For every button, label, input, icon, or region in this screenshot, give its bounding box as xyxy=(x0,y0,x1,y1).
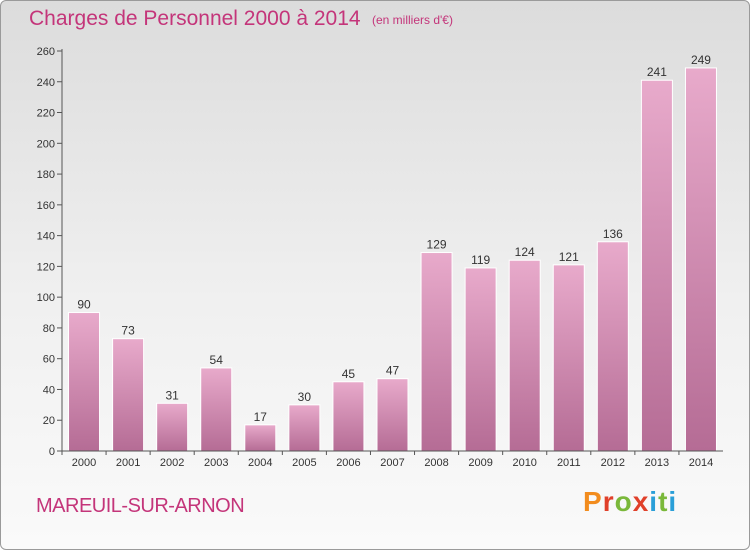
data-label: 47 xyxy=(386,364,400,378)
data-label: 241 xyxy=(647,65,667,79)
commune-name: MAREUIL-SUR-ARNON xyxy=(36,495,245,517)
data-label: 45 xyxy=(342,367,356,381)
data-label: 124 xyxy=(515,245,535,259)
x-tick-label: 2006 xyxy=(336,457,360,469)
x-tick-label: 2007 xyxy=(380,457,404,469)
y-tick-label: 200 xyxy=(37,138,55,150)
x-tick-label: 2013 xyxy=(645,457,669,469)
y-tick-label: 20 xyxy=(43,415,55,427)
x-tick-label: 2008 xyxy=(424,457,448,469)
data-label: 121 xyxy=(559,250,579,264)
data-label: 54 xyxy=(210,353,224,367)
y-tick-label: 80 xyxy=(43,323,55,335)
y-tick-label: 140 xyxy=(37,231,55,243)
bar-2001 xyxy=(112,338,145,452)
y-tick-label: 180 xyxy=(37,169,55,181)
data-label: 17 xyxy=(254,410,268,424)
bar-2002 xyxy=(156,402,189,452)
bar-2004 xyxy=(244,424,277,452)
bar-2013 xyxy=(640,79,673,452)
y-tick-label: 240 xyxy=(37,77,55,89)
x-tick-label: 2010 xyxy=(512,457,536,469)
bar-2007 xyxy=(376,378,409,452)
data-label: 136 xyxy=(603,227,623,241)
x-tick-label: 2003 xyxy=(204,457,228,469)
x-tick-label: 2001 xyxy=(116,457,140,469)
proxiti-logo: Proxiti xyxy=(583,486,678,517)
data-label: 119 xyxy=(471,253,490,267)
bar-2011 xyxy=(552,264,585,452)
chart-subtitle: (en milliers d'€) xyxy=(372,13,453,27)
x-tick-label: 2000 xyxy=(72,457,96,469)
x-tick-label: 2002 xyxy=(160,457,184,469)
data-label: 249 xyxy=(691,53,711,67)
data-label: 30 xyxy=(298,390,312,404)
bar-2006 xyxy=(332,381,365,452)
bar-2003 xyxy=(200,367,233,452)
bar-2012 xyxy=(596,241,629,452)
x-tick-label: 2005 xyxy=(292,457,316,469)
y-tick-label: 100 xyxy=(37,292,55,304)
y-tick-label: 160 xyxy=(37,200,55,212)
x-tick-label: 2004 xyxy=(248,457,272,469)
x-tick-label: 2009 xyxy=(468,457,492,469)
y-tick-label: 260 xyxy=(37,46,55,58)
x-tick-label: 2011 xyxy=(557,457,581,469)
y-tick-label: 0 xyxy=(49,446,55,458)
x-tick-label: 2014 xyxy=(689,457,713,469)
y-tick-label: 120 xyxy=(37,261,55,273)
bar-2009 xyxy=(464,267,497,452)
x-tick-label: 2012 xyxy=(601,457,625,469)
data-label: 129 xyxy=(427,238,447,252)
y-tick-label: 40 xyxy=(43,384,55,396)
y-tick-label: 60 xyxy=(43,354,55,366)
bar-2014 xyxy=(684,67,717,452)
bar-2000 xyxy=(68,312,101,452)
chart-title: Charges de Personnel 2000 à 2014 xyxy=(29,7,361,30)
data-label: 73 xyxy=(121,324,135,338)
bar-2010 xyxy=(508,259,541,452)
data-label: 90 xyxy=(77,298,91,312)
y-tick-label: 220 xyxy=(37,108,55,120)
bar-2005 xyxy=(288,404,321,452)
data-label: 31 xyxy=(165,388,179,402)
bar-2008 xyxy=(420,252,453,452)
